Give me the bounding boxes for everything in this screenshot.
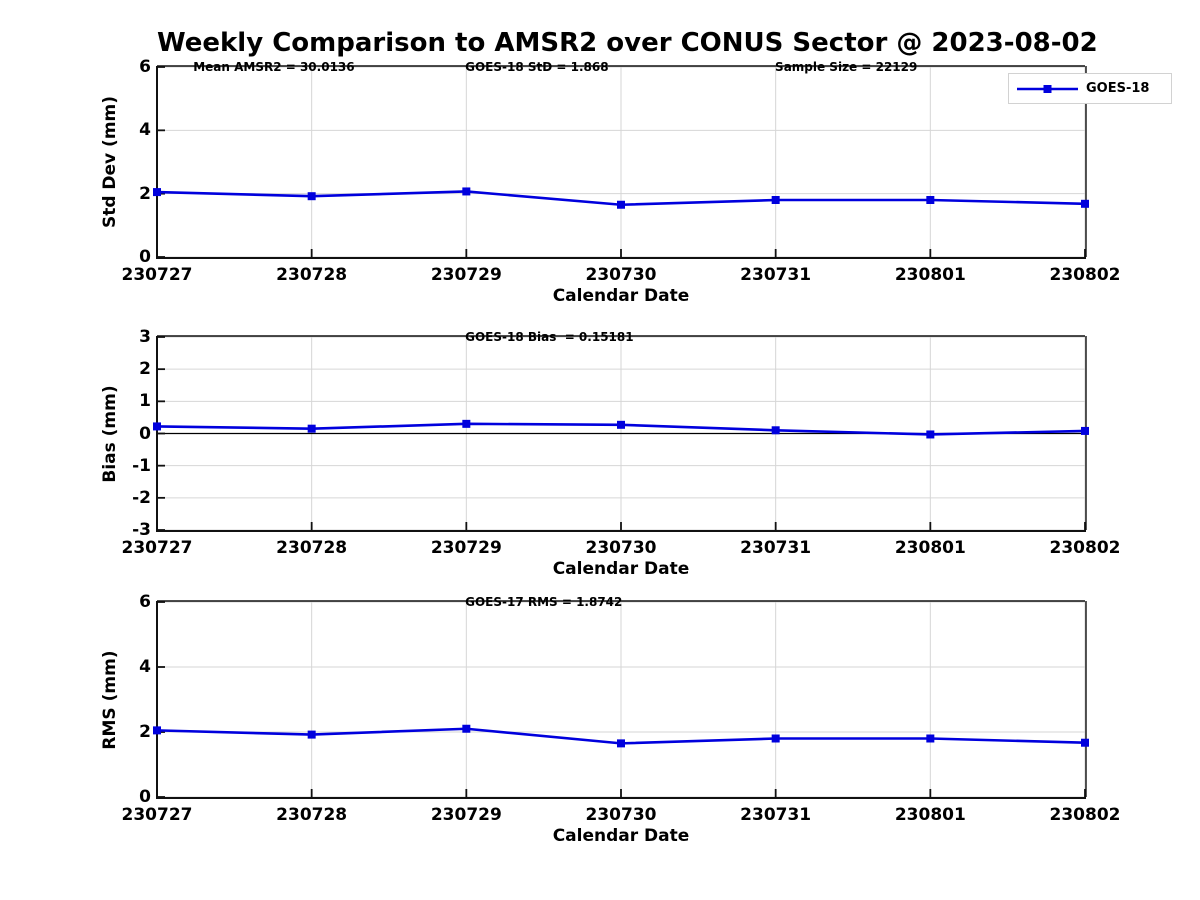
tick-marks [156, 601, 1086, 798]
legend-label: GOES-18 [1086, 81, 1150, 96]
data-point-marker [153, 422, 161, 431]
data-point-marker [617, 420, 625, 429]
subplot-std-dev [153, 65, 1089, 259]
gridlines [156, 601, 1086, 798]
subplot-bias [153, 335, 1089, 532]
data-point-marker [462, 187, 471, 196]
figure-title: Weekly Comparison to AMSR2 over CONUS Se… [157, 28, 1098, 58]
data-point-marker [462, 419, 471, 428]
data-point-marker [771, 196, 780, 204]
data-point-marker [617, 739, 625, 748]
data-point-marker [771, 734, 780, 743]
data-point-marker [1081, 199, 1089, 208]
data-point-marker [1081, 738, 1089, 747]
data-point-marker [307, 730, 316, 739]
subplot-rms [153, 600, 1089, 799]
tick-marks [156, 336, 1086, 531]
data-point-marker [926, 734, 935, 743]
data-point-marker [153, 726, 161, 735]
data-point-marker [926, 430, 935, 439]
legend-marker-icon [1043, 85, 1052, 93]
data-point-marker [462, 724, 471, 733]
data-point-marker [771, 426, 780, 435]
std-dev-markers [153, 187, 1089, 209]
data-point-marker [153, 188, 161, 197]
data-point-marker [1081, 426, 1089, 435]
data-point-marker [307, 192, 316, 201]
data-point-marker [617, 200, 625, 209]
rms-markers [153, 724, 1089, 748]
data-point-marker [307, 424, 316, 433]
legend-line-sample [1017, 85, 1078, 93]
data-point-marker [926, 196, 935, 204]
gridlines [156, 66, 1086, 258]
bias-markers [153, 419, 1089, 439]
